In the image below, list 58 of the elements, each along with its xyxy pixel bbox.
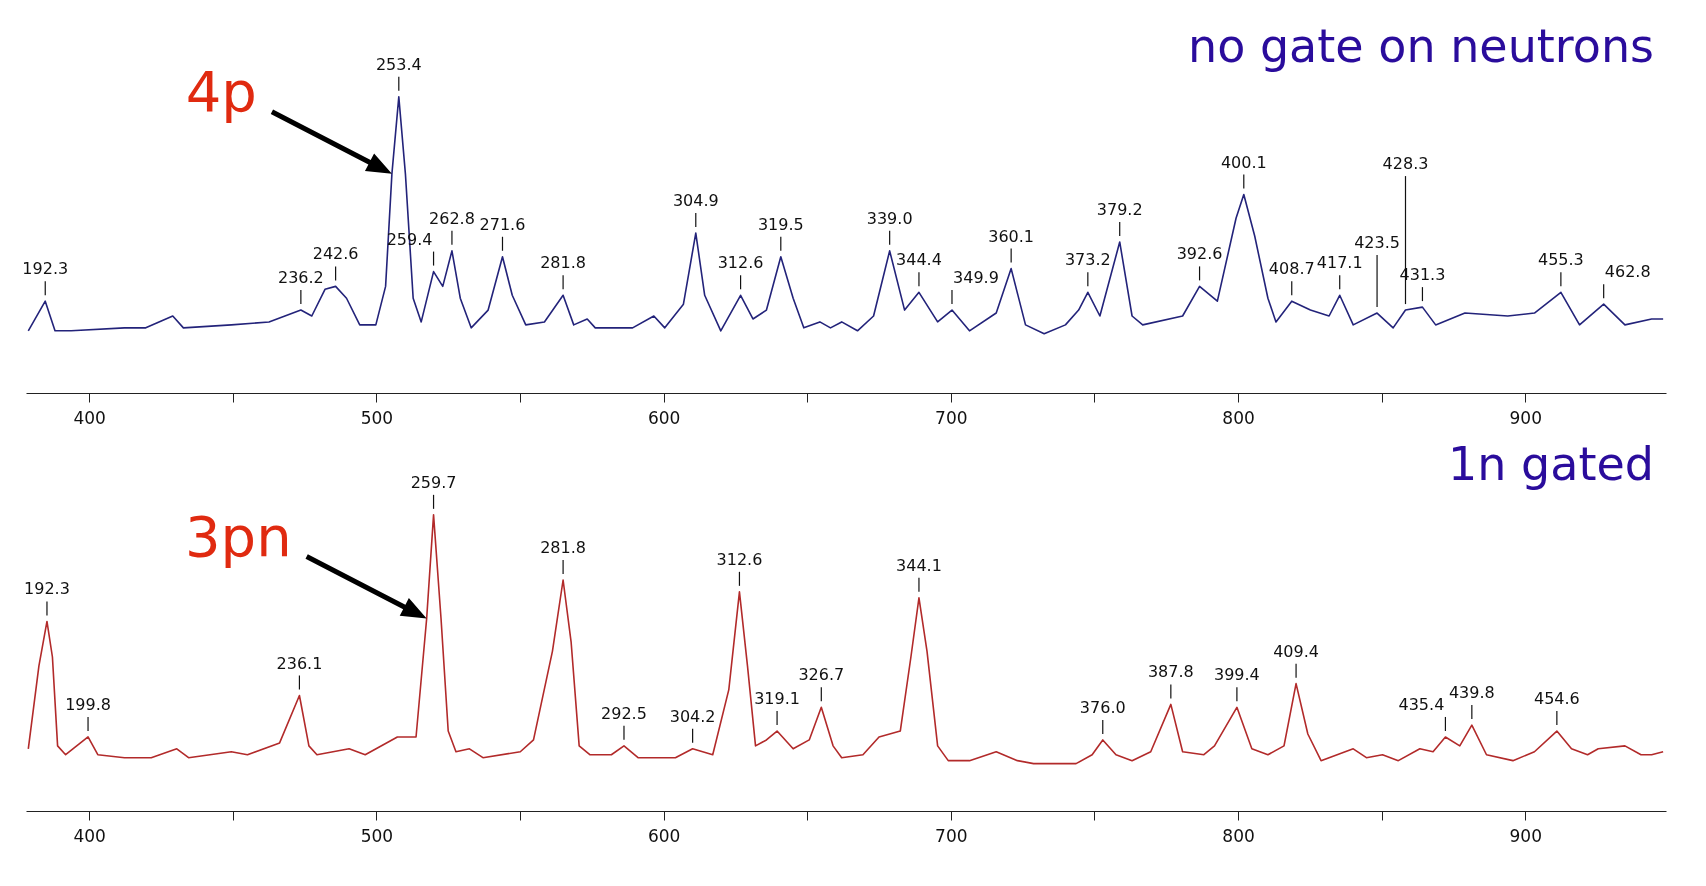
annotation: 373.2 (1064, 250, 1111, 270)
annotation: 387.8 (1147, 662, 1194, 682)
x-tick-label: 700 (935, 407, 968, 428)
annotation: 281.8 (540, 538, 586, 557)
annotation: 259.7 (410, 472, 457, 492)
x-tick-label: 600 (647, 825, 681, 846)
annotation: 292.5 (601, 703, 647, 723)
annotation: 400.1 (1220, 152, 1267, 172)
x-tick-label: 600 (647, 407, 681, 428)
annotation: 304.2 (669, 706, 716, 726)
annotation: 253.4 (375, 54, 422, 74)
annotation: 455.3 (1537, 250, 1584, 270)
x-tick-label: 900 (1509, 825, 1542, 846)
annotation: 462.8 (1604, 262, 1651, 282)
annotation: 392.6 (1176, 244, 1223, 264)
annotation: 454.6 (1533, 689, 1580, 709)
annotation: 376.0 (1079, 697, 1126, 717)
annotation: 319.1 (754, 689, 800, 709)
annotation: 192.3 (24, 579, 70, 599)
annotation: 435.4 (1398, 694, 1445, 714)
annotation: 281.8 (540, 253, 586, 273)
annotation: 242.6 (312, 244, 359, 264)
annotation: 439.8 (1448, 683, 1495, 703)
text: 1n gated (1448, 437, 1654, 491)
annotation: 326.7 (798, 665, 845, 685)
annotation: 319.5 (757, 214, 804, 234)
annotation: 339.0 (866, 208, 913, 228)
annotation: 360.1 (988, 226, 1035, 246)
annotation: 344.1 (896, 555, 942, 575)
annotation: 409.4 (1273, 641, 1319, 661)
x-tick-label: 500 (360, 407, 394, 428)
text: no gate on neutrons (1188, 19, 1654, 73)
x-tick-label: 700 (935, 825, 968, 846)
annotation: 262.8 (429, 208, 475, 228)
x-tick-label: 400 (73, 407, 106, 428)
annotation: 236.1 (276, 653, 323, 673)
x-tick-label: 900 (1509, 407, 1542, 428)
x-tick-label: 500 (360, 825, 394, 846)
annotation: 428.3 (1382, 154, 1429, 174)
annotation: 3pn (184, 503, 292, 569)
annotation: 236.2 (277, 268, 324, 288)
annotation: 312.6 (716, 549, 763, 569)
annotation: 379.2 (1096, 199, 1143, 219)
x-tick-label: 800 (1222, 407, 1255, 428)
annotation: 408.7 (1268, 259, 1315, 279)
annotation: 192.3 (22, 259, 69, 279)
annotation: 271.6 (479, 214, 526, 234)
annotation: 304.9 (672, 191, 719, 211)
x-tick-label: 800 (1222, 825, 1255, 846)
annotation: 312.6 (717, 253, 764, 273)
annotation: 423.5 (1354, 233, 1400, 253)
x-tick-label: 400 (73, 825, 106, 846)
annotation: 349.9 (953, 268, 999, 288)
annotation: 417.1 (1316, 253, 1363, 273)
annotation: 199.8 (65, 694, 111, 714)
annotation: 399.4 (1213, 665, 1260, 685)
annotation: 344.4 (896, 250, 942, 270)
annotation: 4p (185, 58, 257, 124)
